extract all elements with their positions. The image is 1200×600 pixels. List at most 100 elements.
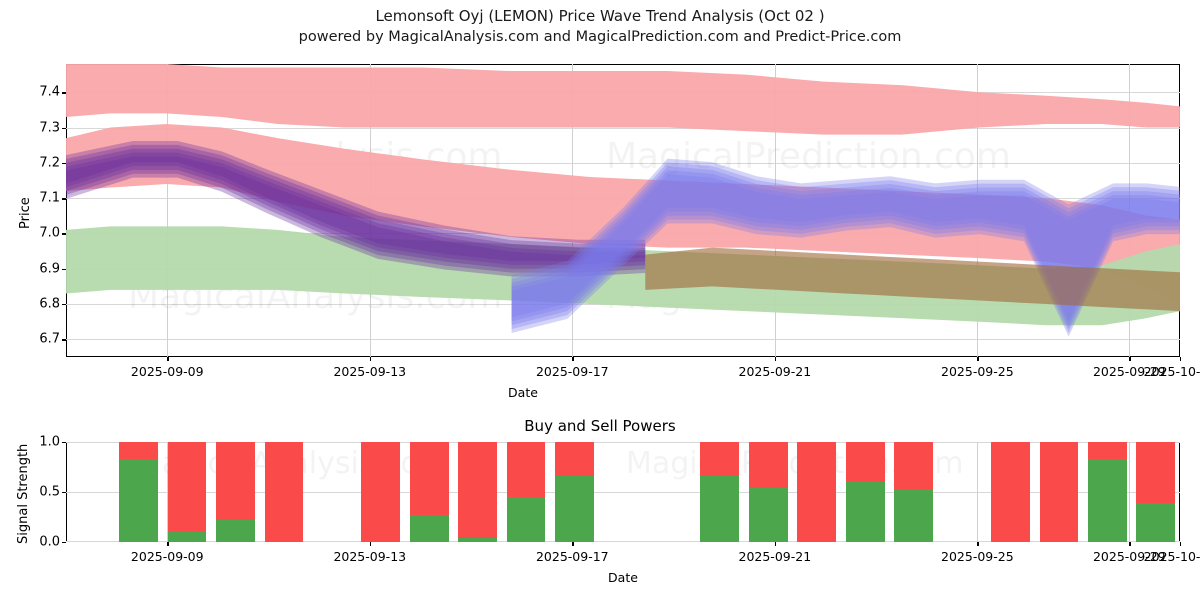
price-chart-axes [66, 64, 1180, 357]
buy-sell-ytick-label: 0.0 [39, 534, 60, 550]
price-chart-plot-area: MagicalAnalysis.comMagicalPrediction.com… [66, 64, 1180, 357]
band-blue-wave-forecast [511, 162, 1180, 325]
bar-group [361, 442, 401, 542]
bar-segment-sell [264, 442, 304, 542]
buy-sell-ytick [62, 442, 66, 444]
buy-sell-xtick-label: 2025-09-29 [1092, 549, 1166, 564]
price-ytick-label: 7.1 [39, 190, 60, 206]
bar-segment-buy [119, 459, 158, 542]
price-ytick [62, 339, 66, 341]
buy-sell-gridline-h [66, 492, 1180, 493]
band-purple-wave-early [66, 156, 646, 277]
bar-segment-sell [845, 442, 885, 482]
band-purple-wave-early [66, 144, 646, 265]
buy-sell-gridline-v [977, 442, 979, 542]
bar-segment-buy [409, 515, 449, 542]
bar-segment-buy [167, 531, 207, 542]
price-xtick-label: 2025-09-25 [941, 364, 1014, 379]
buy-sell-xtick-label: 2025-10-01 [1143, 549, 1200, 564]
price-xtick [774, 357, 777, 361]
buy-sell-gridline-v [1129, 442, 1131, 542]
price-ytick [62, 233, 66, 235]
price-xtick-label: 2025-09-17 [535, 364, 609, 379]
price-xtick [1180, 357, 1182, 361]
price-ytick-label: 7.3 [39, 120, 60, 136]
bar-segment-sell [361, 442, 401, 542]
buy-sell-xtick-label: 2025-09-25 [941, 549, 1014, 564]
bar-segment-sell [1136, 442, 1176, 503]
buy-sell-xtick-label: 2025-09-17 [535, 549, 609, 564]
price-ytick [62, 162, 66, 165]
bar-segment-buy [555, 476, 594, 542]
price-xtick [167, 357, 169, 361]
bar-segment-sell [894, 442, 933, 489]
price-gridline-v [1129, 64, 1131, 357]
price-gridline-v [167, 64, 169, 357]
price-gridline-h [66, 339, 1180, 341]
price-ytick-label: 7.2 [39, 155, 60, 171]
band-purple-wave-early [66, 148, 646, 269]
band-upper-resistance-band [66, 64, 1180, 135]
price-xtick-label: 2025-09-29 [1092, 364, 1166, 379]
bar-group [119, 442, 158, 542]
buy-sell-xtick-label: 2025-09-21 [738, 549, 812, 564]
price-x-axis-title: Date [508, 385, 538, 400]
bar-segment-sell [797, 442, 837, 542]
band-mid-resistance-band [66, 124, 1180, 305]
buy-sell-ytick-label: 0.5 [39, 484, 60, 500]
band-brown-overlap-band [645, 247, 1180, 312]
bar-group [797, 442, 837, 542]
buy-sell-xtick [1129, 542, 1131, 546]
buy-sell-x-axis-title: Date [608, 570, 638, 585]
bar-segment-sell [167, 442, 207, 531]
buy-sell-ytick [62, 492, 66, 494]
buy-sell-ytick [62, 542, 66, 544]
bar-group [555, 442, 594, 542]
bar-group [264, 442, 304, 542]
price-ytick [62, 268, 66, 271]
bar-group [991, 442, 1030, 542]
band-purple-wave-early [66, 152, 646, 273]
bar-group [700, 442, 740, 542]
price-ytick-label: 6.9 [39, 261, 60, 277]
band-blue-wave-forecast [511, 158, 1180, 321]
price-gridline-h [66, 162, 1180, 164]
bar-group [506, 442, 546, 542]
bar-segment-sell [119, 442, 158, 459]
buy-sell-plot-area: MagicalAnalysis.comMagicalPrediction.com [66, 442, 1180, 542]
price-xtick [572, 357, 574, 361]
buy-sell-ytick-label: 1.0 [39, 434, 60, 450]
price-y-axis-title: Price [18, 196, 33, 229]
buy-sell-gridline-h [66, 442, 1180, 443]
page-title: Lemonsoft Oyj (LEMON) Price Wave Trend A… [375, 7, 825, 25]
band-blue-wave-forecast [511, 174, 1180, 337]
price-xtick-label: 2025-09-21 [738, 364, 812, 379]
price-ytick [62, 304, 66, 306]
buy-sell-xtick [167, 542, 169, 546]
price-ytick-label: 7.0 [39, 225, 60, 241]
bar-segment-buy [748, 488, 788, 542]
page-subtitle: powered by MagicalAnalysis.com and Magic… [298, 29, 902, 45]
band-purple-wave-early [66, 140, 646, 261]
price-xtick [1129, 357, 1131, 361]
bar-segment-buy [458, 538, 498, 542]
price-xtick [977, 357, 979, 361]
buy-sell-xtick [1180, 542, 1182, 546]
buy-sell-xtick [977, 542, 979, 546]
price-ytick [62, 92, 66, 94]
bar-group [1087, 442, 1127, 542]
bar-group [845, 442, 885, 542]
bar-group [409, 442, 449, 542]
bar-segment-sell [700, 442, 740, 476]
bar-segment-buy [1136, 503, 1176, 542]
buy-sell-y-axis-title: Signal Strength [16, 443, 31, 544]
bar-segment-sell [748, 442, 788, 488]
bar-segment-buy [845, 482, 885, 542]
bar-group [1136, 442, 1176, 542]
bar-segment-sell [1039, 442, 1079, 542]
bar-segment-buy [894, 489, 933, 542]
bar-segment-sell [216, 442, 255, 520]
bar-group [1039, 442, 1079, 542]
price-gridline-h [66, 127, 1180, 129]
bar-group [458, 442, 498, 542]
